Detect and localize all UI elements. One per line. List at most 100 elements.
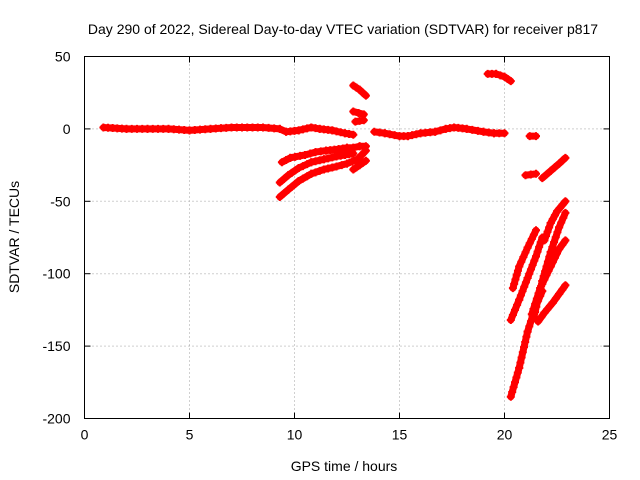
- x-tick-label: 0: [81, 427, 89, 443]
- data-marker: [298, 162, 307, 171]
- data-marker: [506, 316, 515, 325]
- data-marker: [311, 168, 320, 177]
- data-marker: [516, 291, 525, 300]
- x-tick-label: 15: [392, 427, 408, 443]
- y-tick-label: -150: [42, 338, 70, 354]
- data-marker: [542, 170, 551, 179]
- data-marker: [520, 282, 529, 291]
- data-marker: [294, 177, 303, 186]
- data-marker: [511, 378, 519, 387]
- x-tick-label: 25: [602, 427, 618, 443]
- data-marker: [557, 218, 566, 227]
- data-marker: [525, 239, 534, 248]
- data-marker: [508, 310, 517, 319]
- data-marker: [526, 265, 535, 274]
- data-marker: [533, 247, 542, 256]
- grid-lines: [84, 56, 610, 419]
- data-marker: [332, 162, 341, 171]
- data-marker: [520, 343, 528, 352]
- data-marker: [553, 228, 562, 237]
- data-marker: [349, 149, 358, 158]
- data-marker: [555, 223, 564, 232]
- data-marker: [521, 248, 530, 257]
- data-marker: [509, 383, 518, 392]
- data-marker: [537, 313, 546, 322]
- data-marker: [535, 242, 544, 251]
- data-marker: [535, 287, 544, 296]
- data-marker: [275, 178, 284, 187]
- data-marker: [540, 236, 549, 245]
- data-marker: [532, 302, 541, 311]
- data-marker: [538, 174, 547, 183]
- data-marker: [306, 149, 315, 158]
- data-marker: [303, 160, 312, 169]
- data-marker: [525, 322, 534, 331]
- data-marker: [303, 172, 312, 181]
- data-marker: [543, 257, 552, 266]
- data-marker: [357, 150, 366, 159]
- data-marker: [561, 281, 570, 290]
- axes: 0 5 10 15 20 25 -200 -150 -100 -50 0 50: [42, 49, 617, 443]
- data-marker: [538, 276, 547, 285]
- data-marker: [532, 252, 540, 261]
- data-marker: [511, 275, 520, 284]
- data-marker: [298, 174, 307, 183]
- data-marker: [506, 392, 515, 401]
- data-marker: [359, 116, 368, 125]
- data-marker: [280, 189, 288, 198]
- data-marker: [512, 373, 521, 382]
- data-marker: [361, 156, 370, 165]
- y-axis-label: SDTVAR / TECUs: [6, 181, 22, 293]
- data-marker: [506, 77, 515, 86]
- data-marker: [277, 158, 286, 167]
- data-marker: [275, 192, 284, 201]
- x-axis-label: GPS time / hours: [291, 458, 398, 474]
- data-marker: [275, 124, 284, 133]
- data-marker: [551, 294, 560, 303]
- data-marker: [513, 266, 522, 275]
- data-marker: [561, 197, 570, 206]
- data-marker: [354, 108, 363, 117]
- data-marker: [294, 163, 303, 172]
- data-marker: [558, 285, 567, 294]
- data-marker: [542, 262, 551, 271]
- data-marker: [513, 368, 522, 377]
- data-marker: [561, 208, 570, 217]
- data-marker: [511, 305, 519, 314]
- data-marker: [517, 353, 526, 362]
- data-marker: [492, 69, 501, 78]
- x-tick-label: 20: [497, 427, 513, 443]
- data-marker: [545, 223, 554, 232]
- data-marker: [515, 262, 524, 271]
- data-marker: [550, 238, 559, 247]
- data-marker: [518, 348, 527, 357]
- data-marker: [525, 269, 534, 278]
- data-marker: [282, 156, 291, 165]
- data-marker: [513, 300, 522, 309]
- data-marker: [543, 227, 552, 236]
- data-marker: [307, 169, 316, 178]
- data-marker: [349, 130, 358, 139]
- data-marker: [301, 150, 309, 159]
- y-tick-label: 50: [55, 49, 71, 65]
- data-marker: [523, 243, 532, 252]
- y-tick-label: -200: [42, 411, 70, 427]
- data-marker: [551, 233, 560, 242]
- data-marker: [548, 298, 557, 307]
- data-marker: [561, 153, 570, 162]
- data-marker: [517, 257, 526, 266]
- data-marker: [315, 166, 324, 175]
- data-marker: [508, 387, 517, 396]
- data-marker: [516, 358, 525, 367]
- data-marker: [529, 230, 538, 239]
- data-marker: [548, 243, 557, 252]
- data-marker: [531, 307, 540, 316]
- data-marker: [555, 245, 564, 254]
- data-marker: [550, 163, 559, 172]
- data-marker: [530, 256, 539, 265]
- data-marker: [532, 169, 540, 178]
- data-marker: [518, 287, 527, 296]
- data-marker: [532, 226, 540, 235]
- data-series-layer: [99, 69, 570, 401]
- data-marker: [537, 282, 546, 291]
